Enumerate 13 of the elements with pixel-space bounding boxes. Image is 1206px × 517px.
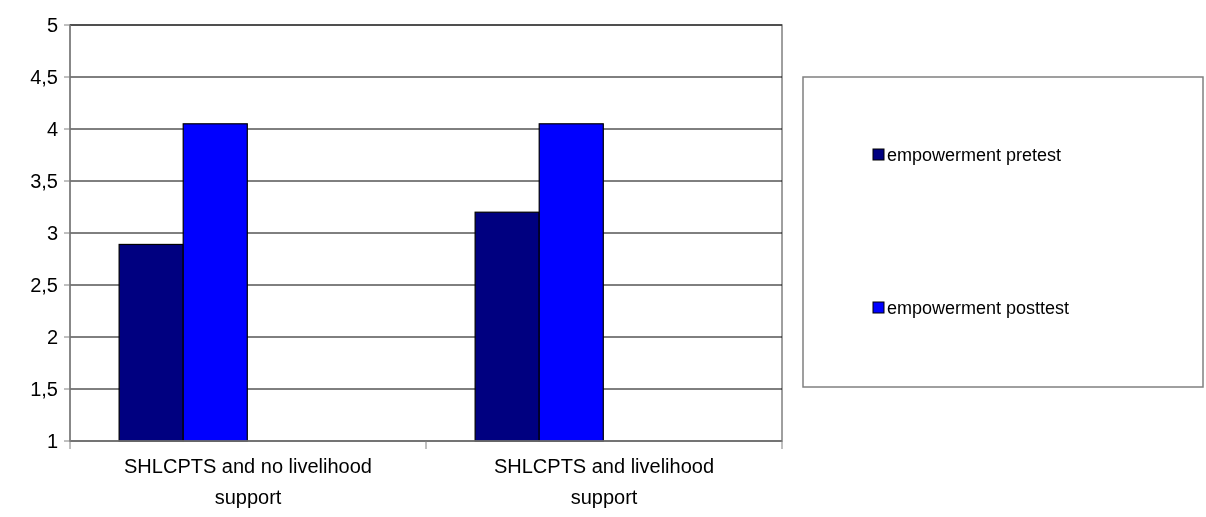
y-tick-label: 1,5 (30, 378, 58, 400)
legend-label: empowerment posttest (887, 298, 1070, 319)
y-tick-label: 1 (46, 430, 58, 452)
y-tick-label: 3,5 (30, 170, 58, 192)
y-tick-label: 2 (46, 326, 58, 348)
y-tick-label: 3 (46, 222, 58, 244)
x-tick-label: SHLCPTS and no livelihood support (124, 455, 372, 508)
y-tick-label: 2,5 (30, 274, 58, 296)
y-tick-label: 4 (46, 118, 58, 140)
y-tick-label: 5 (46, 14, 58, 36)
x-tick-label: SHLCPTS and livelihood support (493, 455, 715, 508)
legend-label: empowerment pretest (887, 145, 1062, 166)
y-tick-label: 4,5 (30, 66, 58, 88)
